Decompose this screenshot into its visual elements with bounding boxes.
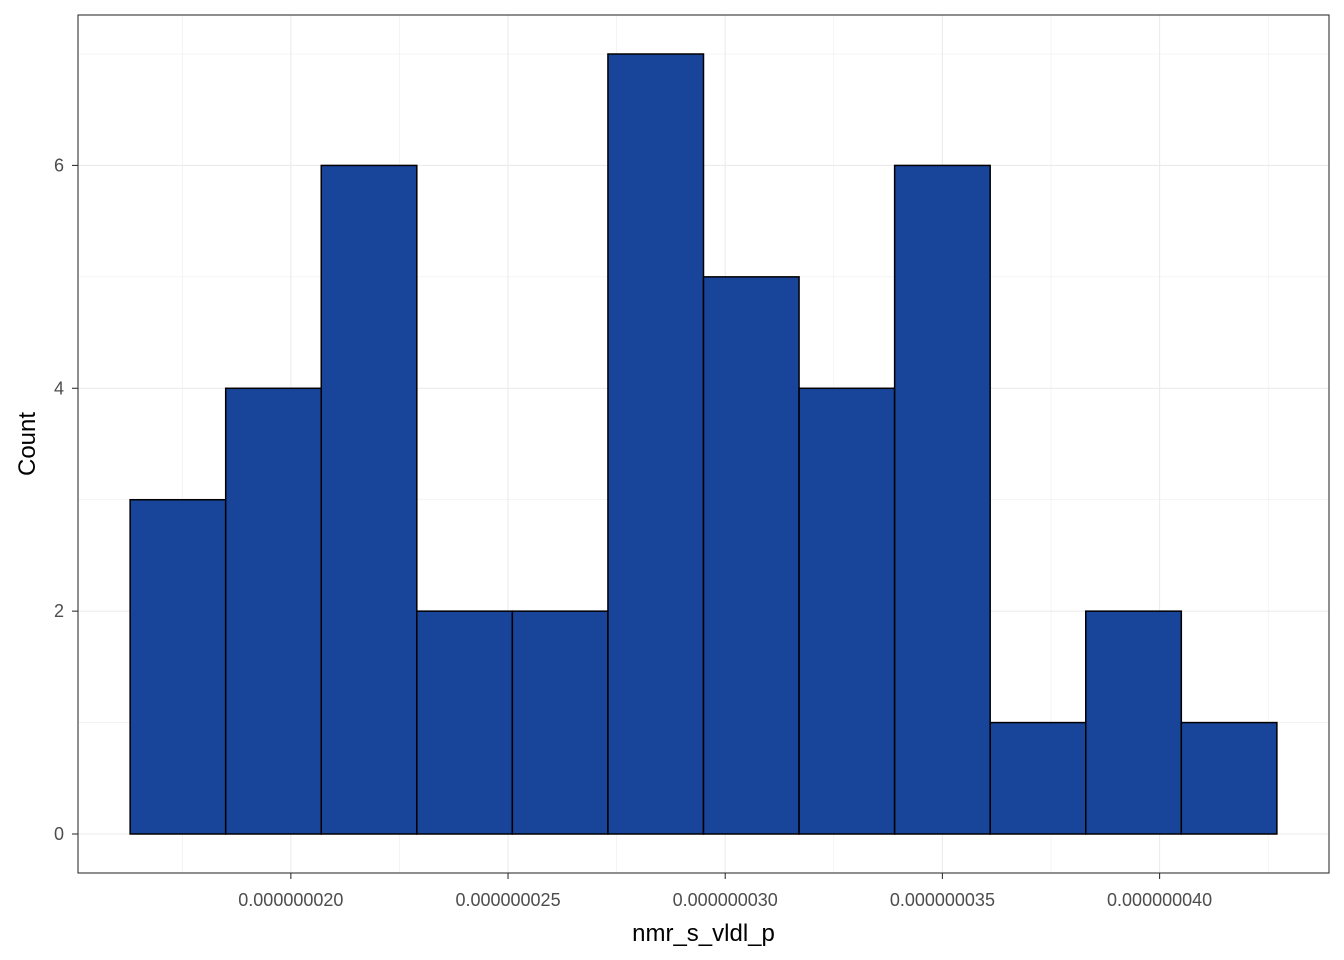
x-tick-label: 0.000000025 [455, 890, 560, 910]
x-tick-label: 0.000000040 [1107, 890, 1212, 910]
y-axis: 0 2 4 6 [54, 155, 78, 844]
x-tick-label: 0.000000035 [890, 890, 995, 910]
y-axis-title: Count [14, 412, 41, 476]
histogram-bar [893, 164, 991, 835]
histogram-bar [798, 387, 896, 835]
x-tick-label: 0.000000020 [238, 890, 343, 910]
x-axis: 0.000000020 0.000000025 0.000000030 0.00000… [238, 873, 1212, 910]
histogram-bar [989, 721, 1087, 835]
x-axis-title: nmr_s_vldl_p [632, 920, 775, 947]
histogram-bar [224, 387, 322, 835]
histogram-bar [416, 610, 514, 835]
x-tick-label: 0.000000030 [673, 890, 778, 910]
y-tick-label: 0 [54, 824, 64, 844]
histogram-bar [511, 610, 609, 835]
y-tick-label: 2 [54, 601, 64, 621]
histogram-bar [702, 276, 800, 835]
histogram-bar [607, 53, 705, 835]
histogram-bar [129, 498, 227, 835]
panel-border [77, 14, 1330, 874]
y-tick-label: 6 [54, 155, 64, 175]
histogram-bar [1085, 610, 1183, 835]
histogram-bars [129, 53, 1278, 835]
histogram-bar [1180, 721, 1278, 835]
histogram-bar [320, 164, 418, 835]
y-tick-label: 4 [54, 378, 64, 398]
